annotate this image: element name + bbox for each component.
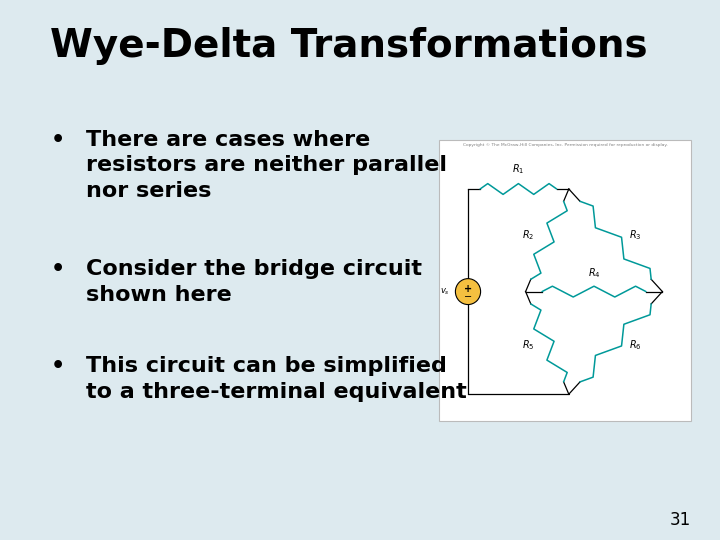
Text: $R_2$: $R_2$	[522, 228, 534, 242]
Text: •: •	[50, 356, 65, 376]
Text: $v_s$: $v_s$	[440, 286, 450, 297]
Text: Copyright © The McGraw-Hill Companies, Inc. Permission required for reproduction: Copyright © The McGraw-Hill Companies, I…	[463, 143, 667, 147]
Text: $R_6$: $R_6$	[629, 339, 642, 353]
Ellipse shape	[455, 279, 481, 305]
Text: −: −	[464, 292, 472, 302]
Text: This circuit can be simplified
to a three-terminal equivalent: This circuit can be simplified to a thre…	[86, 356, 467, 402]
Text: $R_4$: $R_4$	[588, 266, 600, 280]
Text: $R_1$: $R_1$	[512, 161, 525, 176]
Text: $R_3$: $R_3$	[629, 228, 641, 242]
Text: 31: 31	[670, 511, 691, 529]
Text: There are cases where
resistors are neither parallel
nor series: There are cases where resistors are neit…	[86, 130, 447, 201]
Text: $R_5$: $R_5$	[522, 339, 534, 353]
FancyBboxPatch shape	[439, 140, 691, 421]
Text: Consider the bridge circuit
shown here: Consider the bridge circuit shown here	[86, 259, 423, 305]
Text: •: •	[50, 130, 65, 150]
Text: Wye-Delta Transformations: Wye-Delta Transformations	[50, 27, 648, 65]
Text: •: •	[50, 259, 65, 279]
Text: +: +	[464, 284, 472, 294]
